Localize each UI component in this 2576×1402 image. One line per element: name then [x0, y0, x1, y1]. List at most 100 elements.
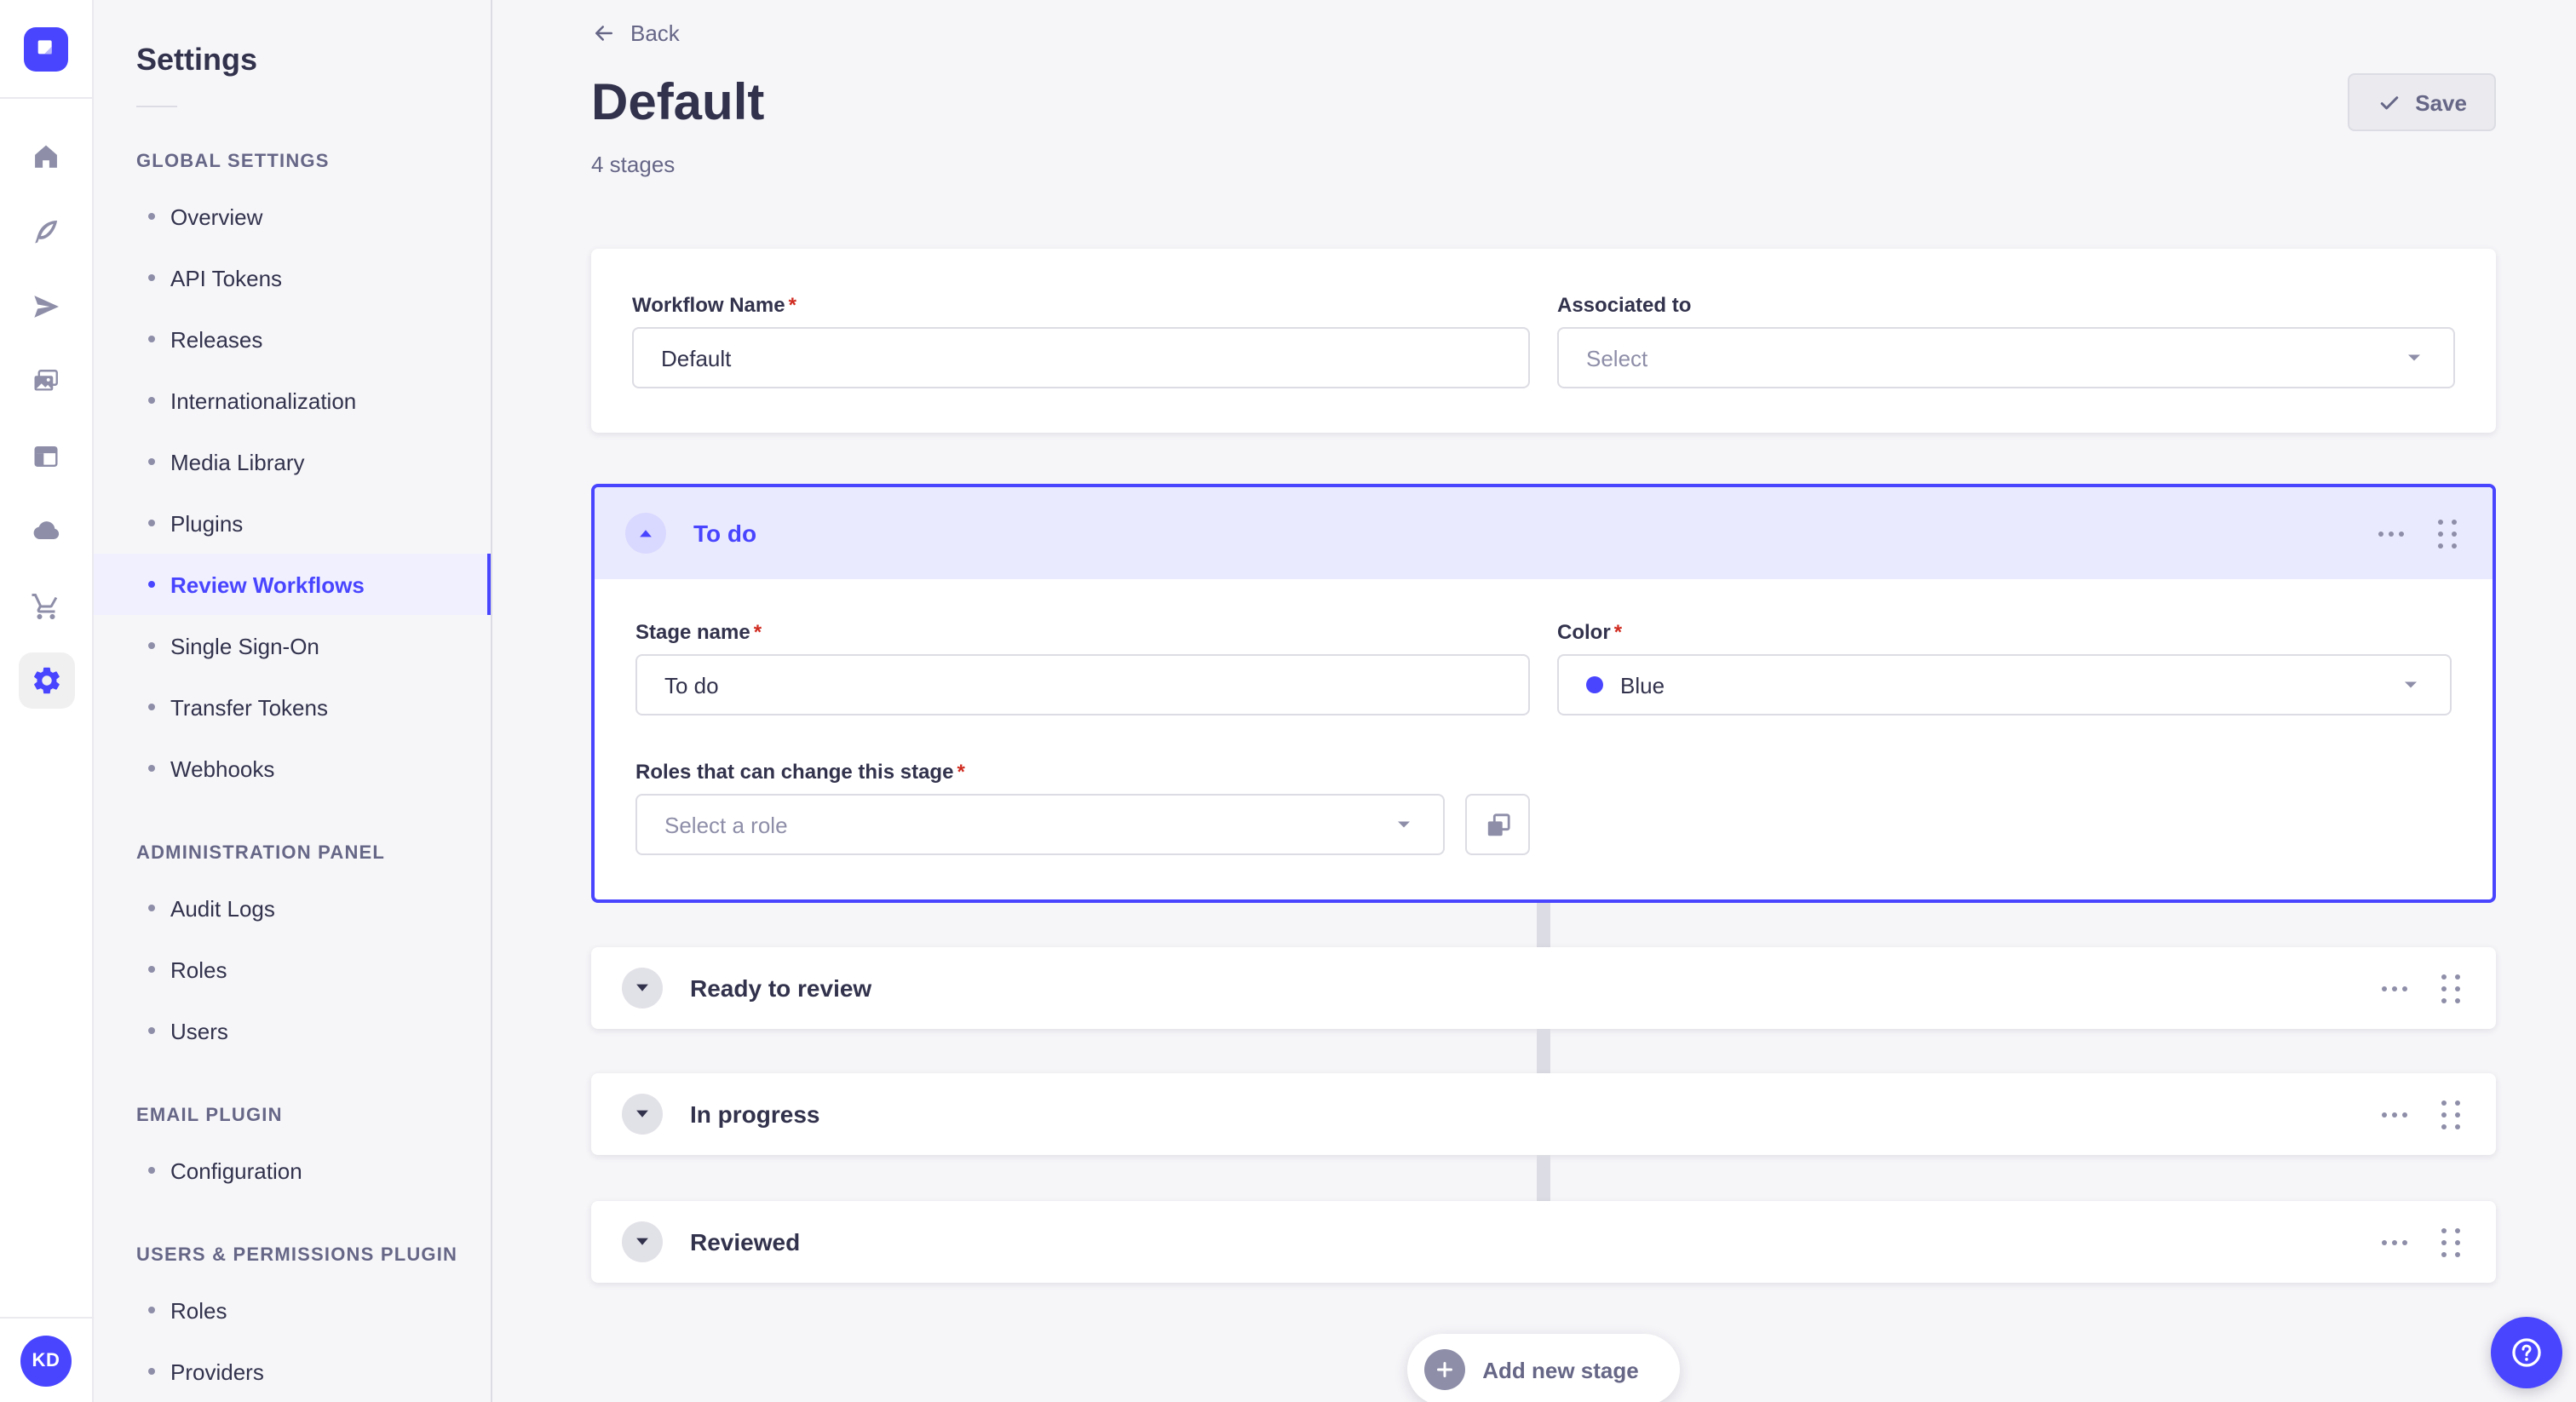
sidebar-item-releases[interactable]: Releases [94, 308, 491, 370]
workflow-name-input[interactable] [632, 327, 1530, 388]
subnav-section-email: EMAIL PLUGIN Configuration [94, 1102, 491, 1201]
sidebar-item-admin-roles[interactable]: Roles [94, 939, 491, 1000]
stage-header-actions [2378, 1095, 2465, 1134]
sidebar-item-api-tokens[interactable]: API Tokens [94, 247, 491, 308]
stage-card-ready-to-review[interactable]: Ready to review [591, 947, 2496, 1029]
subnav-title: Settings [136, 43, 258, 77]
stage-card-in-progress[interactable]: In progress [591, 1073, 2496, 1155]
strapi-logo[interactable] [24, 26, 68, 71]
sidebar-item-overview[interactable]: Overview [94, 186, 491, 247]
sidebar-item-internationalization[interactable]: Internationalization [94, 370, 491, 431]
bullet-icon [148, 765, 155, 772]
stage-card-to-do: To do Stage name* Color* Blue [591, 484, 2496, 903]
chevron-down-icon [2402, 346, 2426, 370]
stage-roles-placeholder: Select a role [664, 812, 788, 837]
duplicate-stage-button[interactable] [1465, 794, 1530, 855]
associated-to-label: Associated to [1557, 293, 1692, 317]
sidebar-item-plugins[interactable]: Plugins [94, 492, 491, 554]
save-button[interactable]: Save [2347, 73, 2496, 131]
drag-handle-icon[interactable] [2436, 1222, 2465, 1261]
stage-connector [1537, 1029, 1550, 1073]
avatar[interactable]: KD [20, 1336, 72, 1387]
stage-color-select[interactable]: Blue [1557, 654, 2452, 715]
bullet-icon [148, 1027, 155, 1034]
help-button[interactable] [2491, 1317, 2562, 1388]
sidebar-item-audit-logs[interactable]: Audit Logs [94, 877, 491, 939]
sidebar-item-up-providers[interactable]: Providers [94, 1341, 491, 1402]
section-header: ADMINISTRATION PANEL [136, 843, 386, 864]
stage-roles-label: Roles that can change this stage * [635, 760, 965, 784]
stage-options-menu-icon[interactable] [2375, 524, 2407, 543]
main-content: Back Default Save 4 stages Workflow Name… [492, 0, 2576, 1402]
sidebar-item-webhooks[interactable]: Webhooks [94, 738, 491, 799]
bullet-icon [148, 1167, 155, 1174]
sidebar-item-label: Users [170, 1018, 228, 1043]
expand-chevron-icon[interactable] [622, 968, 663, 1008]
stage-title: To do [693, 520, 757, 547]
sidebar-item-up-roles[interactable]: Roles [94, 1279, 491, 1341]
feather-icon[interactable] [18, 203, 74, 259]
stage-title: In progress [690, 1100, 820, 1128]
stage-name-field: Stage name * [635, 620, 1530, 715]
associated-to-value: Select [1586, 345, 1648, 371]
sidebar-item-single-sign-on[interactable]: Single Sign-On [94, 615, 491, 676]
stage-title: Ready to review [690, 974, 872, 1002]
section-header: GLOBAL SETTINGS [136, 152, 330, 172]
sidebar-item-label: Webhooks [170, 756, 275, 781]
stage-card-reviewed[interactable]: Reviewed [591, 1201, 2496, 1283]
sidebar-item-review-workflows[interactable]: Review Workflows [94, 554, 491, 615]
home-icon[interactable] [18, 128, 74, 184]
workflow-name-label: Workflow Name * [632, 293, 796, 317]
sidebar-item-email-configuration[interactable]: Configuration [94, 1140, 491, 1201]
stage-header-to-do[interactable]: To do [595, 487, 2493, 579]
required-marker: * [957, 760, 965, 784]
save-label: Save [2415, 89, 2467, 115]
media-library-icon[interactable] [18, 353, 74, 409]
color-swatch [1586, 676, 1603, 693]
drag-handle-icon[interactable] [2436, 1095, 2465, 1134]
stage-color-field: Color * Blue [1557, 620, 2452, 715]
settings-gear-icon[interactable] [18, 652, 74, 709]
stage-options-menu-icon[interactable] [2378, 1232, 2411, 1251]
sidebar-item-label: Transfer Tokens [170, 694, 328, 720]
marketplace-cart-icon[interactable] [18, 577, 74, 634]
paper-plane-icon[interactable] [18, 278, 74, 334]
expand-chevron-icon[interactable] [622, 1221, 663, 1262]
bullet-icon [148, 397, 155, 404]
sidebar-item-transfer-tokens[interactable]: Transfer Tokens [94, 676, 491, 738]
workflow-name-field: Workflow Name * [632, 293, 1530, 388]
expand-chevron-icon[interactable] [622, 1094, 663, 1135]
page-title: Default [591, 75, 765, 131]
drag-handle-icon[interactable] [2433, 514, 2462, 553]
bullet-icon [148, 1307, 155, 1313]
stage-options-menu-icon[interactable] [2378, 1105, 2411, 1123]
collapse-chevron-icon[interactable] [625, 513, 666, 554]
settings-subnav: Settings GLOBAL SETTINGS Overview API To… [94, 0, 492, 1402]
copy-icon [1486, 813, 1509, 836]
rail-footer: KD [0, 1317, 92, 1402]
bullet-icon [148, 458, 155, 465]
question-mark-icon [2512, 1338, 2541, 1367]
sidebar-item-media-library[interactable]: Media Library [94, 431, 491, 492]
sidebar-item-label: Media Library [170, 449, 305, 474]
bullet-icon [148, 704, 155, 710]
sidebar-item-users[interactable]: Users [94, 1000, 491, 1061]
add-new-stage-button[interactable]: Add new stage [1407, 1334, 1680, 1402]
cloud-icon[interactable] [18, 503, 74, 559]
sidebar-item-label: Single Sign-On [170, 633, 319, 658]
strapi-logo-icon [37, 39, 52, 54]
stage-options-menu-icon[interactable] [2378, 979, 2411, 997]
bullet-icon [148, 642, 155, 649]
stage-connector [1537, 903, 1550, 947]
subnav-divider [136, 106, 177, 107]
bullet-icon [148, 520, 155, 526]
back-link[interactable]: Back [591, 20, 680, 46]
subnav-section-global: GLOBAL SETTINGS Overview API Tokens Rele… [94, 148, 491, 799]
associated-to-select[interactable]: Select [1557, 327, 2455, 388]
stage-name-input[interactable] [635, 654, 1530, 715]
stage-name-label: Stage name * [635, 620, 762, 644]
stage-header-actions [2378, 1222, 2465, 1261]
stage-roles-select[interactable]: Select a role [635, 794, 1445, 855]
drag-handle-icon[interactable] [2436, 968, 2465, 1008]
layout-icon[interactable] [18, 428, 74, 484]
